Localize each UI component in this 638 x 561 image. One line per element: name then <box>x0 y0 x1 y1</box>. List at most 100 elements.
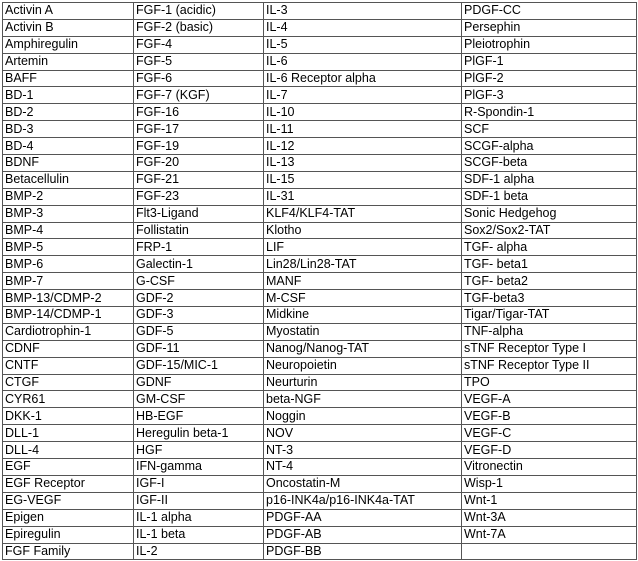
table-cell: IL-1 beta <box>133 525 264 544</box>
table-row: BD-1 FGF-7 (KGF) IL-7 PlGF-3 <box>2 86 637 105</box>
table-row: BD-4 FGF-19 IL-12 SCGF-alpha <box>2 137 637 156</box>
table-cell: FGF-7 (KGF) <box>133 86 264 105</box>
table-cell: GDF-11 <box>133 339 264 358</box>
table-cell: BMP-6 <box>2 255 134 274</box>
table-cell: VEGF-C <box>461 424 637 443</box>
table-cell: Artemin <box>2 52 134 71</box>
table-cell: sTNF Receptor Type I <box>461 339 637 358</box>
table-row: CTGF GDNF Neurturin TPO <box>2 373 637 392</box>
table-cell: HB-EGF <box>133 407 264 426</box>
table-row: CDNF GDF-11 Nanog/Nanog-TAT sTNF Receptor T… <box>2 339 637 358</box>
table-cell: GDF-3 <box>133 306 264 324</box>
table-cell: PlGF-3 <box>461 86 637 105</box>
table-cell: Neuropoietin <box>263 356 462 375</box>
table-cell: PDGF-AB <box>263 525 462 544</box>
table-row: BMP-7 G-CSF MANF TGF- beta2 <box>2 272 637 291</box>
table-cell: IL-3 <box>263 2 462 20</box>
table-cell: beta-NGF <box>263 390 462 409</box>
table-cell: Myostatin <box>263 322 462 341</box>
table-cell: VEGF-B <box>461 407 637 426</box>
table-row: BD-2 FGF-16 IL-10 R-Spondin-1 <box>2 103 637 122</box>
table-cell: IL-6 <box>263 52 462 71</box>
table-cell: FRP-1 <box>133 238 264 257</box>
table-row: EGF IFN-gamma NT-4 Vitronectin <box>2 458 637 476</box>
table-cell: Activin B <box>2 18 134 37</box>
table-cell: TGF- beta2 <box>461 272 637 291</box>
table-cell: Pleiotrophin <box>461 35 637 54</box>
table-cell: Sox2/Sox2-TAT <box>461 221 637 240</box>
table-row: BMP-2 FGF-23 IL-31 SDF-1 beta <box>2 187 637 206</box>
table-cell: Betacellulin <box>2 170 134 189</box>
table-cell: p16-INK4a/p16-INK4a-TAT <box>263 491 462 510</box>
table-cell: Cardiotrophin-1 <box>2 322 134 341</box>
table-cell: IL-11 <box>263 120 462 139</box>
table-cell <box>461 542 637 561</box>
table-cell: Wisp-1 <box>461 474 637 493</box>
table-cell: LIF <box>263 238 462 257</box>
table-row: DLL-4 HGF NT-3 VEGF-D <box>2 441 637 460</box>
table-cell: BMP-3 <box>2 204 134 223</box>
table-cell: Activin A <box>2 2 134 20</box>
table-cell: Lin28/Lin28-TAT <box>263 255 462 274</box>
table-cell: EGF Receptor <box>2 474 134 493</box>
table-cell: G-CSF <box>133 272 264 291</box>
table-row: Activin A FGF-1 (acidic) IL-3 PDGF-CC <box>2 2 637 20</box>
table-cell: EG-VEGF <box>2 491 134 510</box>
table-row: Activin B FGF-2 (basic) IL-4 Persephin <box>2 18 637 37</box>
table-cell: BDNF <box>2 154 134 172</box>
table-row: BMP-13/CDMP-2 GDF-2 M-CSF TGF-beta3 <box>2 289 637 308</box>
table-cell: BMP-14/CDMP-1 <box>2 306 134 324</box>
table-cell: BMP-2 <box>2 187 134 206</box>
table-cell: IL-2 <box>133 542 264 561</box>
table-row: Epigen IL-1 alpha PDGF-AA Wnt-3A <box>2 508 637 527</box>
table-row: FGF Family IL-2 PDGF-BB <box>2 542 637 561</box>
table-cell: BMP-7 <box>2 272 134 291</box>
table-cell: Heregulin beta-1 <box>133 424 264 443</box>
table-cell: SDF-1 beta <box>461 187 637 206</box>
table-cell: HGF <box>133 441 264 460</box>
table-cell: IL-5 <box>263 35 462 54</box>
table-cell: IL-13 <box>263 154 462 172</box>
table-cell: IGF-II <box>133 491 264 510</box>
table-row: DKK-1 HB-EGF Noggin VEGF-B <box>2 407 637 426</box>
table-cell: NT-3 <box>263 441 462 460</box>
table-row: BMP-4 Follistatin Klotho Sox2/Sox2-TAT <box>2 221 637 240</box>
table-cell: IL-12 <box>263 137 462 156</box>
table-cell: IL-4 <box>263 18 462 37</box>
table-row: BD-3 FGF-17 IL-11 SCF <box>2 120 637 139</box>
table-cell: Noggin <box>263 407 462 426</box>
table-cell: GDF-15/MIC-1 <box>133 356 264 375</box>
table-cell: TGF- alpha <box>461 238 637 257</box>
table-cell: SCF <box>461 120 637 139</box>
table-cell: FGF-16 <box>133 103 264 122</box>
table-cell: VEGF-D <box>461 441 637 460</box>
table-cell: BMP-13/CDMP-2 <box>2 289 134 308</box>
table-cell: PlGF-2 <box>461 69 637 88</box>
table-cell: IL-1 alpha <box>133 508 264 527</box>
table-cell: PDGF-AA <box>263 508 462 527</box>
table-cell: IL-7 <box>263 86 462 105</box>
table-cell: DLL-4 <box>2 441 134 460</box>
table-cell: IL-15 <box>263 170 462 189</box>
table-cell: GDF-2 <box>133 289 264 308</box>
table-row: Betacellulin FGF-21 IL-15 SDF-1 alpha <box>2 170 637 189</box>
table-row: BAFF FGF-6 IL-6 Receptor alpha PlGF-2 <box>2 69 637 88</box>
table-cell: Follistatin <box>133 221 264 240</box>
table-cell: FGF-19 <box>133 137 264 156</box>
table-cell: Epiregulin <box>2 525 134 544</box>
table-row: EGF Receptor IGF-I Oncostatin-M Wisp-1 <box>2 474 637 493</box>
table-cell: BD-1 <box>2 86 134 105</box>
table-cell: DKK-1 <box>2 407 134 426</box>
table-cell: FGF-6 <box>133 69 264 88</box>
table-cell: FGF-21 <box>133 170 264 189</box>
table-cell: FGF-23 <box>133 187 264 206</box>
table-cell: Amphiregulin <box>2 35 134 54</box>
table-cell: BD-4 <box>2 137 134 156</box>
table-cell: FGF-2 (basic) <box>133 18 264 37</box>
table-cell: CDNF <box>2 339 134 358</box>
table-row: Epiregulin IL-1 beta PDGF-AB Wnt-7A <box>2 525 637 544</box>
table-row: CNTF GDF-15/MIC-1 Neuropoietin sTNF Recepto… <box>2 356 637 375</box>
table-cell: NT-4 <box>263 458 462 476</box>
table-cell: M-CSF <box>263 289 462 308</box>
